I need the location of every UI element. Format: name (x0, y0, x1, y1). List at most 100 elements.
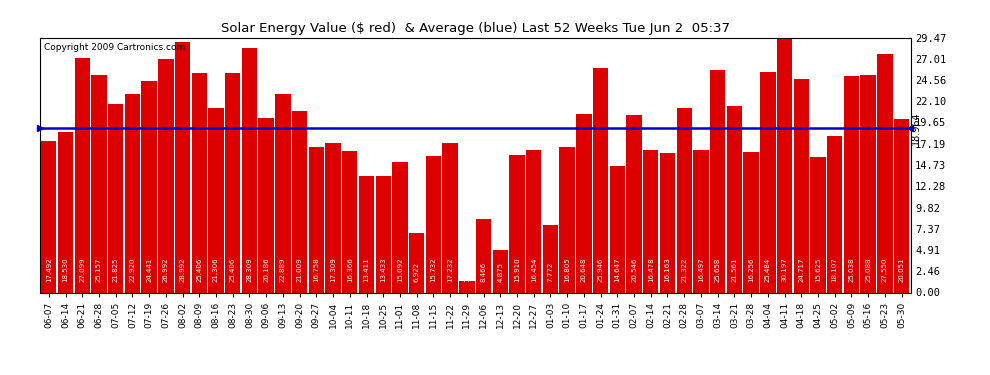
Text: 15.092: 15.092 (397, 258, 403, 282)
Text: 20.648: 20.648 (581, 258, 587, 282)
Text: 13.411: 13.411 (363, 258, 369, 282)
Text: 24.441: 24.441 (147, 258, 152, 282)
Bar (74, 58, 90, 292)
Text: 1.369: 1.369 (464, 262, 470, 282)
Bar (326, 143, 341, 292)
Bar (125, 94, 141, 292)
Text: 18.964: 18.964 (911, 112, 921, 145)
Text: 6.922: 6.922 (414, 262, 420, 282)
Text: 16.366: 16.366 (346, 257, 352, 282)
Bar (559, 147, 575, 292)
Bar (860, 75, 876, 292)
Text: 16.454: 16.454 (531, 258, 537, 282)
Text: 25.658: 25.658 (715, 258, 721, 282)
Text: 8.466: 8.466 (480, 262, 486, 282)
Bar (777, 31, 792, 292)
Text: 21.322: 21.322 (681, 258, 687, 282)
Text: 16.758: 16.758 (314, 258, 320, 282)
Bar (877, 54, 893, 292)
Bar (843, 76, 859, 292)
Bar (108, 104, 124, 292)
Bar (91, 75, 107, 292)
Text: 26.992: 26.992 (162, 258, 169, 282)
Bar (258, 118, 274, 292)
Text: 18.107: 18.107 (832, 257, 838, 282)
Text: 25.157: 25.157 (96, 258, 102, 282)
Text: 25.484: 25.484 (765, 258, 771, 282)
Bar (760, 72, 775, 292)
Bar (309, 147, 324, 292)
Text: 17.232: 17.232 (447, 258, 453, 282)
Bar (292, 111, 307, 292)
Bar (894, 119, 909, 292)
Text: 13.433: 13.433 (380, 258, 386, 282)
Text: 18.530: 18.530 (62, 258, 68, 282)
Text: 20.051: 20.051 (899, 258, 905, 282)
Bar (343, 151, 357, 292)
Text: 15.910: 15.910 (514, 258, 520, 282)
Bar (644, 150, 658, 292)
Bar (627, 115, 642, 292)
Bar (727, 106, 742, 292)
Bar (493, 251, 508, 292)
Text: 24.717: 24.717 (798, 258, 804, 282)
Bar (459, 280, 474, 292)
Bar (509, 155, 525, 292)
Text: 21.009: 21.009 (297, 258, 303, 282)
Text: 22.889: 22.889 (280, 258, 286, 282)
Text: 20.186: 20.186 (263, 258, 269, 282)
Bar (659, 153, 675, 292)
Bar (409, 232, 425, 292)
Text: 16.497: 16.497 (698, 258, 704, 282)
Bar (827, 136, 842, 292)
Text: 25.406: 25.406 (230, 258, 236, 282)
Title: Solar Energy Value ($ red)  & Average (blue) Last 52 Weeks Tue Jun 2  05:37: Solar Energy Value ($ red) & Average (bl… (221, 22, 730, 35)
Text: 21.561: 21.561 (732, 258, 738, 282)
Text: 21.306: 21.306 (213, 258, 219, 282)
Bar (142, 81, 156, 292)
Text: 25.406: 25.406 (196, 258, 202, 282)
Text: 30.197: 30.197 (781, 257, 788, 282)
Bar (175, 42, 190, 292)
Bar (610, 166, 625, 292)
Bar (676, 108, 692, 292)
Bar (192, 73, 207, 292)
Text: 27.550: 27.550 (882, 258, 888, 282)
Bar (710, 70, 726, 292)
Text: 28.309: 28.309 (247, 258, 252, 282)
Text: 7.772: 7.772 (547, 262, 553, 282)
Bar (426, 156, 442, 292)
Text: 27.099: 27.099 (79, 258, 85, 282)
Bar (810, 157, 826, 292)
Bar (543, 225, 558, 292)
Bar (375, 176, 391, 292)
Bar (392, 162, 408, 292)
Text: 16.805: 16.805 (564, 258, 570, 282)
Text: Copyright 2009 Cartronics.com: Copyright 2009 Cartronics.com (44, 43, 185, 52)
Bar (593, 68, 608, 292)
Text: 16.256: 16.256 (748, 258, 754, 282)
Text: 4.875: 4.875 (497, 262, 503, 282)
Bar (526, 150, 542, 292)
Text: 16.478: 16.478 (647, 258, 653, 282)
Text: 21.825: 21.825 (113, 258, 119, 282)
Bar (443, 143, 457, 292)
Text: 16.163: 16.163 (664, 257, 670, 282)
Bar (225, 73, 241, 292)
Text: 22.920: 22.920 (130, 258, 136, 282)
Text: 14.647: 14.647 (615, 258, 621, 282)
Text: 25.088: 25.088 (865, 258, 871, 282)
Bar (576, 114, 592, 292)
Text: 20.546: 20.546 (631, 258, 637, 282)
Bar (476, 219, 491, 292)
Bar (794, 79, 809, 292)
Bar (42, 141, 56, 292)
Bar (208, 108, 224, 292)
Text: 28.992: 28.992 (179, 258, 185, 282)
Text: 25.946: 25.946 (598, 258, 604, 282)
Bar (743, 152, 758, 292)
Bar (693, 150, 709, 292)
Text: 15.625: 15.625 (815, 258, 821, 282)
Bar (57, 132, 73, 292)
Text: 25.038: 25.038 (848, 258, 854, 282)
